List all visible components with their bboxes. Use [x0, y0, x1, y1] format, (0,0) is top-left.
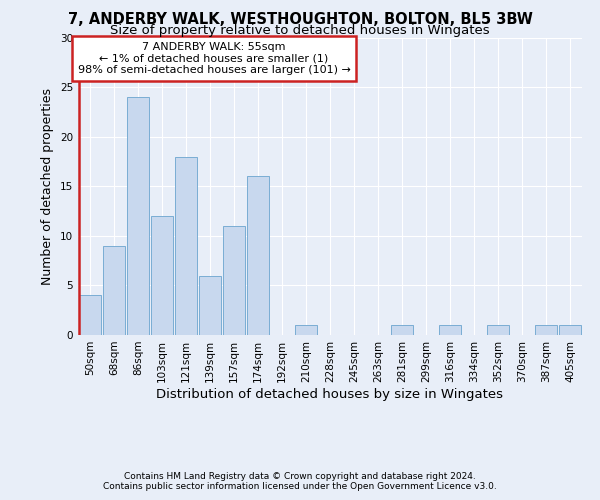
X-axis label: Distribution of detached houses by size in Wingates: Distribution of detached houses by size … — [157, 388, 503, 400]
Text: 7 ANDERBY WALK: 55sqm
← 1% of detached houses are smaller (1)
98% of semi-detach: 7 ANDERBY WALK: 55sqm ← 1% of detached h… — [77, 42, 350, 75]
Bar — [391, 325, 413, 335]
Text: Contains HM Land Registry data © Crown copyright and database right 2024.: Contains HM Land Registry data © Crown c… — [124, 472, 476, 481]
Bar — [175, 156, 197, 335]
Bar — [559, 325, 581, 335]
Bar — [247, 176, 269, 335]
Bar — [103, 246, 125, 335]
Text: 7, ANDERBY WALK, WESTHOUGHTON, BOLTON, BL5 3BW: 7, ANDERBY WALK, WESTHOUGHTON, BOLTON, B… — [68, 12, 532, 28]
Bar — [79, 296, 101, 335]
Bar — [295, 325, 317, 335]
Bar — [439, 325, 461, 335]
Text: Size of property relative to detached houses in Wingates: Size of property relative to detached ho… — [110, 24, 490, 37]
Bar — [151, 216, 173, 335]
Text: Contains public sector information licensed under the Open Government Licence v3: Contains public sector information licen… — [103, 482, 497, 491]
Bar — [127, 97, 149, 335]
Bar — [487, 325, 509, 335]
Bar — [535, 325, 557, 335]
Bar — [223, 226, 245, 335]
Y-axis label: Number of detached properties: Number of detached properties — [41, 88, 55, 285]
Bar — [199, 276, 221, 335]
